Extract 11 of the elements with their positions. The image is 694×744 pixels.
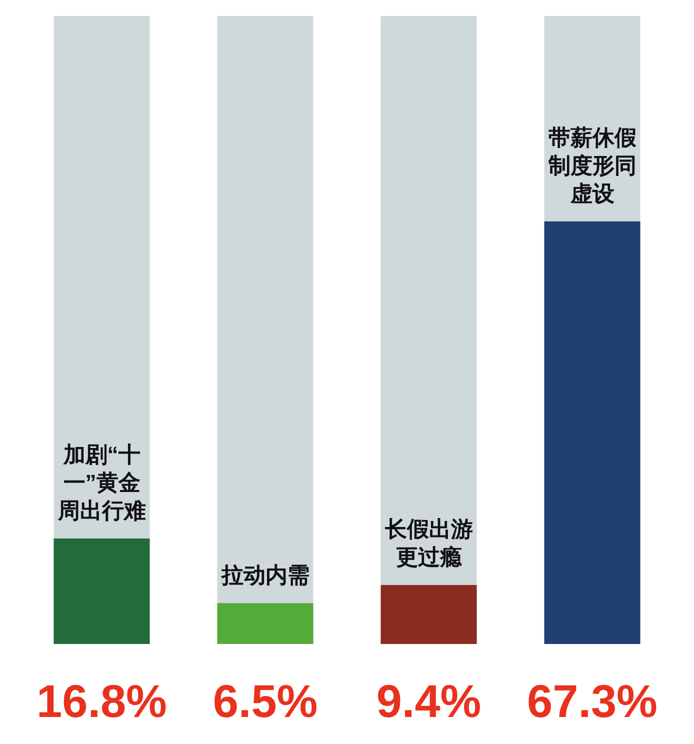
data-label: 9.4% [376,675,482,727]
x-tick-label: 加剧“十一”黄金周出行难 [56,442,146,523]
x-tick-label: 长假出游更过瘾 [384,516,473,570]
bar [380,584,477,644]
x-tick-label: 拉动内需 [220,562,310,588]
bar [54,538,150,644]
bar [217,603,314,644]
data-label: 6.5% [212,675,318,727]
data-label: 16.8% [36,675,167,727]
x-tick-label: 带薪休假制度形同虚设 [547,124,638,206]
data-label: 67.3% [527,675,658,727]
